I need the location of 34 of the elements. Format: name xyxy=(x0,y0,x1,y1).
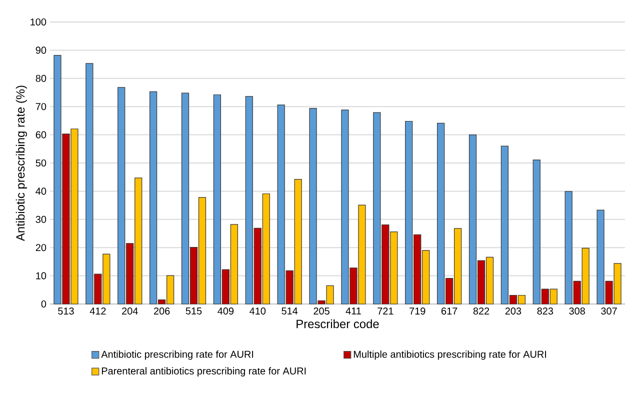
x-tick-label: 203 xyxy=(505,308,522,315)
x-tick-label: 412 xyxy=(90,308,106,314)
y-axis-title: Antibiotic prescribing rate (%) xyxy=(16,86,28,242)
x-tick-label: 409 xyxy=(218,308,234,315)
y-tick-label: 10 xyxy=(36,272,46,280)
legend-label: Parenteral antibiotics prescribing rate for AURI xyxy=(102,367,306,376)
y-tick-label: 90 xyxy=(36,46,46,54)
x-tick-label: 822 xyxy=(473,308,490,315)
x-tick-label: 307 xyxy=(601,308,617,315)
x-tick-label: 411 xyxy=(346,308,361,314)
x-tick-label: 721 xyxy=(378,308,394,314)
x-tick-label: 513 xyxy=(58,308,74,315)
legend-label: Antibiotic prescribing rate for AURI xyxy=(101,350,254,360)
y-tick-label: 100 xyxy=(30,18,46,26)
legend-label: Multiple antibiotics prescribing rate for AURI xyxy=(354,350,546,360)
y-tick-label: 0 xyxy=(41,300,46,308)
x-axis-title: Prescriber code xyxy=(296,319,379,328)
x-tick-label: 823 xyxy=(537,308,554,315)
x-tick-label: 204 xyxy=(122,308,138,315)
x-tick-label: 617 xyxy=(442,308,458,315)
y-tick-label: 30 xyxy=(36,216,46,223)
x-tick-label: 410 xyxy=(250,308,266,315)
x-tick-label: 205 xyxy=(314,308,330,315)
x-tick-label: 719 xyxy=(410,308,426,315)
x-tick-label: 515 xyxy=(186,308,202,314)
y-tick-label: 70 xyxy=(36,103,46,110)
x-tick-label: 206 xyxy=(154,308,170,315)
x-tick-label: 308 xyxy=(569,308,585,315)
y-tick-label: 40 xyxy=(36,188,46,195)
y-tick-label: 60 xyxy=(36,131,46,138)
x-tick-label: 514 xyxy=(282,308,298,314)
y-tick-label: 20 xyxy=(36,244,46,252)
y-tick-label: 80 xyxy=(36,74,46,82)
y-tick-label: 50 xyxy=(36,159,46,167)
